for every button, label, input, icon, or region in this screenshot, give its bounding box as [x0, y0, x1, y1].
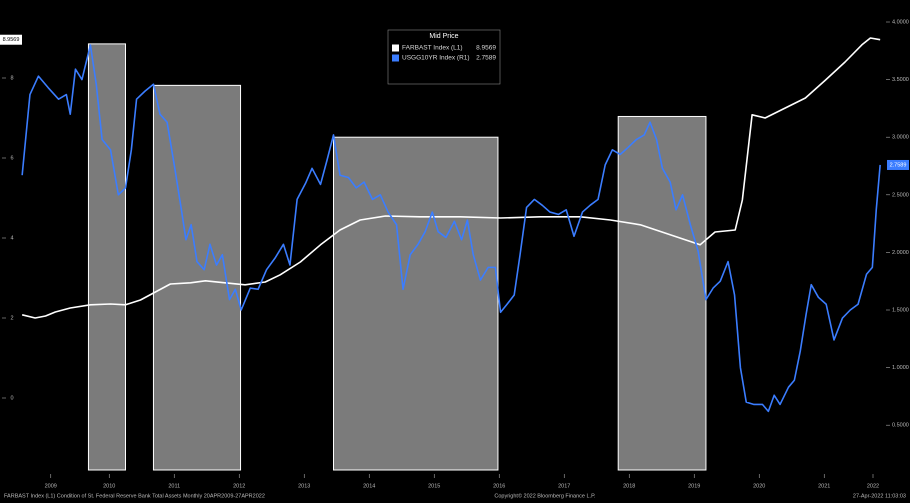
- y2-tick-label: 1.0000: [892, 365, 909, 371]
- last-value-label: 2.7589: [890, 162, 907, 168]
- x-tick-label: 2012: [233, 483, 245, 489]
- x-tick-label: 2014: [363, 483, 375, 489]
- x-tick-label: 2010: [103, 483, 115, 489]
- x-tick-label: 2021: [818, 483, 830, 489]
- x-tick-label: 2016: [493, 483, 505, 489]
- x-tick-label: 2018: [623, 483, 635, 489]
- legend-swatch: [392, 54, 399, 62]
- y-tick-label: 2: [10, 315, 13, 321]
- y-tick-label: 8: [10, 75, 13, 81]
- legend-label: FARBAST Index (L1): [402, 45, 463, 52]
- legend-box: [387, 29, 501, 85]
- y2-tick-label: 2.0000: [892, 250, 909, 256]
- x-tick-label: 2022: [867, 483, 879, 489]
- y-tick-label: 4: [10, 235, 13, 241]
- legend-label: USGG10YR Index (R1): [402, 55, 470, 62]
- legend-value: 8.9569: [476, 45, 496, 52]
- last-value-label: 8.9569: [3, 37, 20, 43]
- regions: [87, 43, 707, 471]
- legend-title: Mid Price: [429, 33, 458, 40]
- shaded-region: [617, 115, 707, 471]
- y-tick-label: 0: [10, 395, 13, 401]
- x-tick-label: 2009: [45, 483, 57, 489]
- series-line: [21, 44, 881, 413]
- x-tick-label: 2017: [558, 483, 570, 489]
- y-tick-label: 6: [10, 155, 13, 161]
- legend-value: 2.7589: [476, 55, 496, 62]
- x-tick-label: 2019: [688, 483, 700, 489]
- lines: [21, 37, 881, 413]
- y2-tick-label: 4.0000: [892, 19, 909, 25]
- footer-left: FARBAST Index (L1) Condition of St. Fede…: [4, 493, 265, 499]
- last-value-tag: [0, 34, 22, 45]
- x-tick-label: 2020: [753, 483, 765, 489]
- y2-tick-label: 0.5000: [892, 423, 909, 429]
- legend-swatch: [392, 44, 399, 52]
- shaded-region: [333, 136, 499, 471]
- y2-tick-label: 3.5000: [892, 77, 909, 83]
- x-tick-label: 2013: [298, 483, 310, 489]
- y2-tick-label: 3.0000: [892, 135, 909, 141]
- copyright: Copyright© 2022 Bloomberg Finance L.P.: [494, 492, 596, 499]
- y2-tick-label: 1.5000: [892, 307, 909, 313]
- x-tick-label: 2015: [428, 483, 440, 489]
- series-line: [21, 37, 881, 319]
- y2-tick-label: 2.5000: [892, 192, 909, 198]
- x-tick-label: 2011: [168, 483, 180, 489]
- last-value-tag: [887, 159, 909, 170]
- axes: 0 2 4 6 8 0.5000 1.0000 1.5000 2.0000 2.5000 3.000…: [0, 19, 909, 489]
- shaded-region: [87, 43, 126, 471]
- timestamp: 27-Apr-2022 11:03:03: [853, 493, 906, 499]
- shaded-region: [152, 84, 242, 471]
- legend: Mid Price FARBAST Index (L1) 8.9569 USGG10…: [387, 29, 501, 85]
